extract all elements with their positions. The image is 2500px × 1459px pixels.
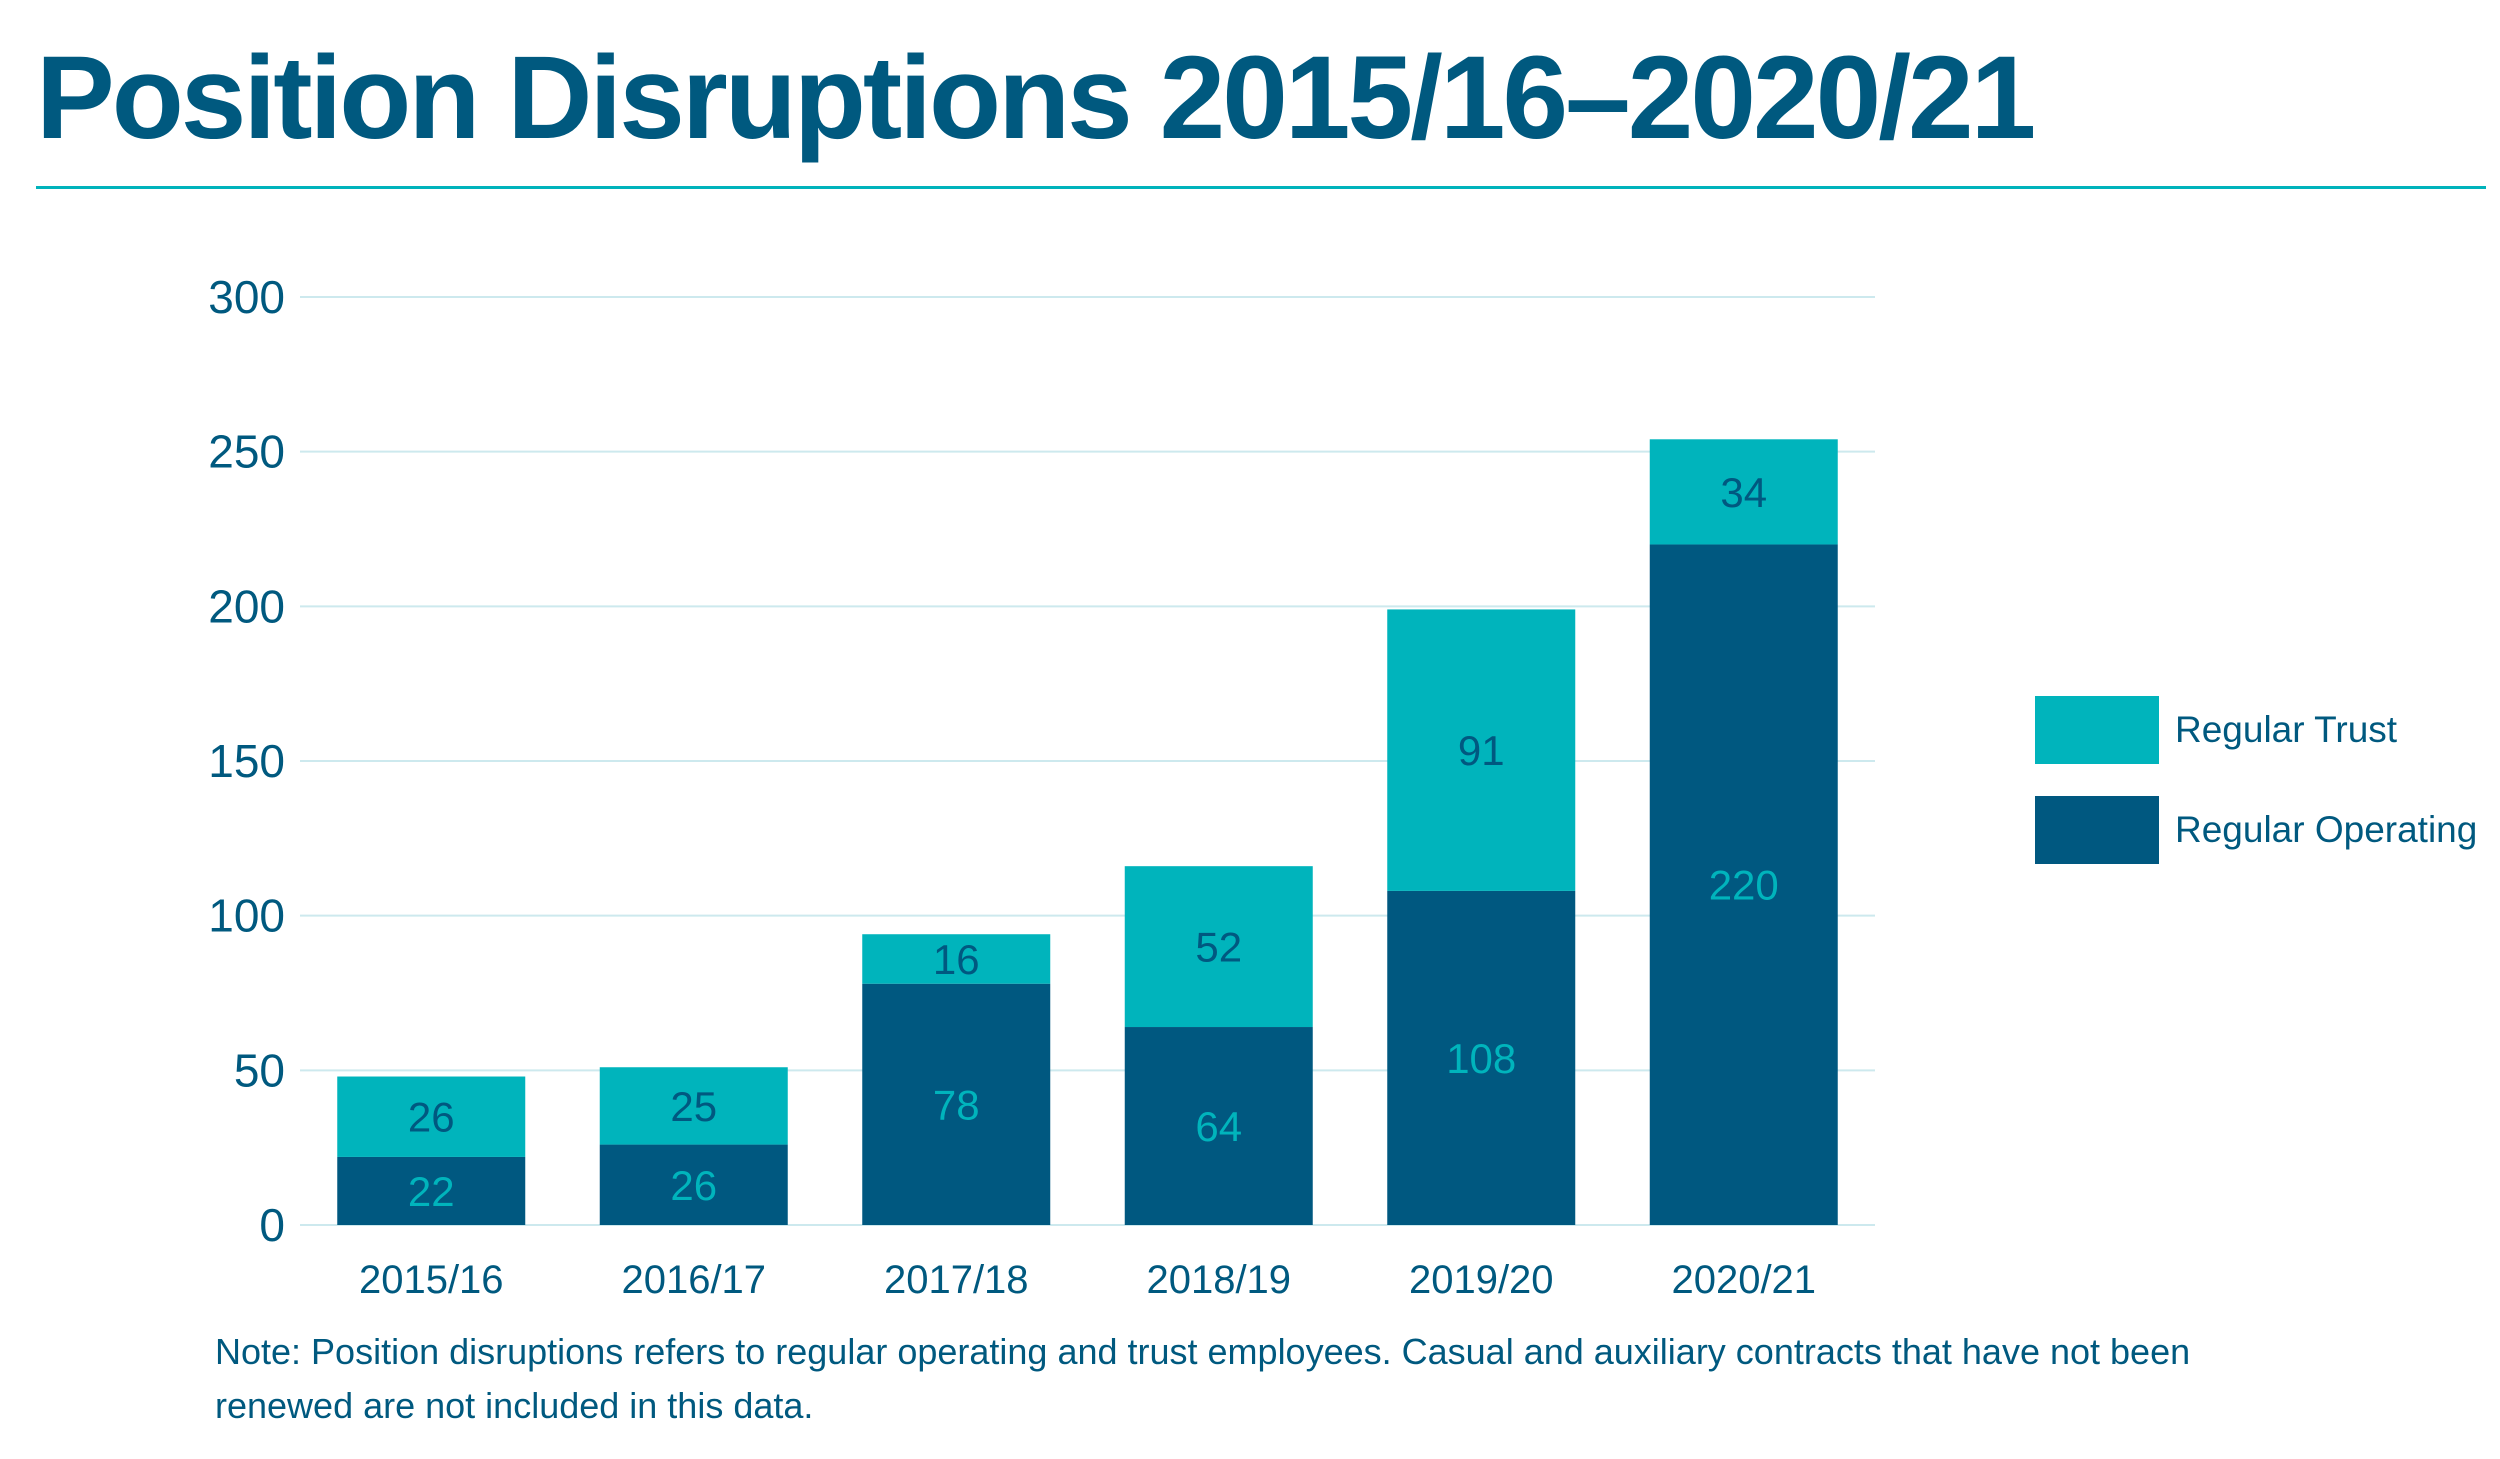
x-tick-label-2020-21: 2020/21 xyxy=(1671,1258,1816,1300)
legend-item-regular-trust: Regular Trust xyxy=(2035,696,2397,764)
data-label-regular-trust-2015-16: 26 xyxy=(408,1094,455,1141)
bar-regular-operating-2016-17 xyxy=(599,1144,788,1225)
y-tick-label-150: 150 xyxy=(208,735,285,787)
bar-regular-operating-2020-21 xyxy=(1649,544,1838,1225)
data-label-regular-operating-2018-19: 64 xyxy=(1195,1103,1242,1150)
x-tick-label-2016-17: 2016/17 xyxy=(621,1258,766,1300)
y-tick-label-100: 100 xyxy=(208,890,285,942)
bar-regular-trust-2018-19 xyxy=(1124,866,1313,1028)
legend-label-regular-trust: Regular Trust xyxy=(2175,709,2398,750)
bar-regular-trust-2015-16 xyxy=(337,1076,526,1157)
y-tick-label-50: 50 xyxy=(234,1044,285,1096)
legend-label-regular-operating: Regular Operating xyxy=(2175,809,2478,850)
y-tick-label-300: 300 xyxy=(208,271,285,323)
data-label-regular-trust-2020-21: 34 xyxy=(1720,469,1767,516)
bar-regular-operating-2019-20 xyxy=(1387,890,1576,1225)
gridlines xyxy=(300,296,1875,1226)
bar-regular-trust-2017-18 xyxy=(862,934,1051,984)
legend-item-regular-operating: Regular Operating xyxy=(2035,796,2477,864)
stacked-bar-chart: 22 26 26 25 78 16 64 52 108 91 220 34 0 50 100 150 200 2… xyxy=(208,271,1875,1300)
x-tick-label-2017-18: 2017/18 xyxy=(884,1258,1029,1300)
legend-swatch-regular-trust xyxy=(2035,696,2159,764)
chart-title: Position Disruptions 2015/16–2020/21 xyxy=(36,32,2036,164)
data-label-regular-operating-2019-20: 108 xyxy=(1446,1035,1516,1082)
x-tick-label-2019-20: 2019/20 xyxy=(1409,1258,1554,1300)
y-tick-label-200: 200 xyxy=(208,580,285,632)
bar-regular-operating-2018-19 xyxy=(1124,1027,1313,1225)
axis-labels: 0 50 100 150 200 250 300 2015/16 2016/17 2017/18 2… xyxy=(208,271,1816,1300)
data-label-regular-trust-2018-19: 52 xyxy=(1195,924,1242,971)
data-labels: 22 26 26 25 78 16 64 52 108 91 220 34 xyxy=(408,469,1779,1215)
title-divider xyxy=(36,186,2486,189)
y-tick-label-250: 250 xyxy=(208,426,285,478)
data-label-regular-operating-2020-21: 220 xyxy=(1709,862,1779,909)
bar-regular-trust-2020-21 xyxy=(1649,439,1838,545)
data-label-regular-operating-2017-18: 78 xyxy=(933,1081,980,1128)
bars xyxy=(337,439,1838,1225)
x-tick-label-2018-19: 2018/19 xyxy=(1146,1258,1291,1300)
bar-regular-operating-2015-16 xyxy=(337,1156,526,1225)
legend-swatch-regular-operating xyxy=(2035,796,2159,864)
data-label-regular-operating-2016-17: 26 xyxy=(670,1162,717,1209)
data-label-regular-trust-2016-17: 25 xyxy=(670,1083,717,1130)
y-tick-label-0: 0 xyxy=(259,1199,285,1251)
data-label-regular-trust-2019-20: 91 xyxy=(1458,727,1505,774)
x-tick-label-2015-16: 2015/16 xyxy=(359,1258,504,1300)
data-label-regular-operating-2015-16: 22 xyxy=(408,1168,455,1215)
bar-regular-trust-2019-20 xyxy=(1387,609,1576,891)
data-label-regular-trust-2017-18: 16 xyxy=(933,936,980,983)
bar-regular-operating-2017-18 xyxy=(862,983,1051,1225)
footnote: Note: Position disruptions refers to reg… xyxy=(215,1331,2191,1426)
bar-regular-trust-2016-17 xyxy=(599,1067,788,1145)
